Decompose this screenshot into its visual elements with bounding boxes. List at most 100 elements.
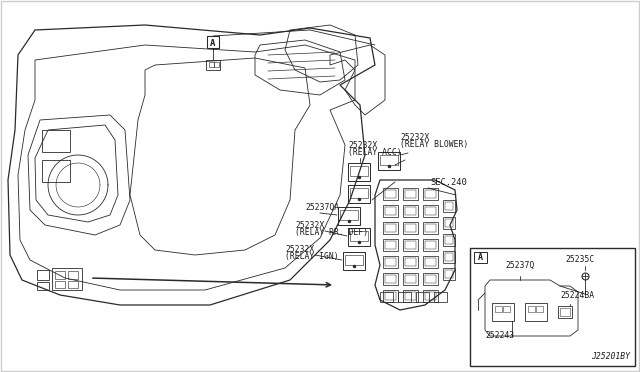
Bar <box>68 281 78 288</box>
Bar <box>340 210 358 220</box>
Bar <box>348 163 370 181</box>
Bar <box>385 224 396 232</box>
Bar <box>425 275 436 283</box>
Bar <box>423 222 438 234</box>
Bar <box>37 282 49 290</box>
Bar <box>350 231 368 241</box>
Bar <box>383 188 398 200</box>
Bar <box>423 273 438 285</box>
Bar <box>445 219 453 227</box>
Text: (RELAY ACC): (RELAY ACC) <box>348 148 402 157</box>
Bar <box>416 292 429 302</box>
Bar <box>385 207 396 215</box>
Text: 252243: 252243 <box>485 331 515 340</box>
Bar <box>423 239 438 251</box>
Bar <box>343 252 365 270</box>
Bar <box>380 292 393 302</box>
Text: (RELAY BLOWER): (RELAY BLOWER) <box>400 140 468 149</box>
Bar <box>423 188 438 200</box>
Bar <box>443 268 455 280</box>
Text: 25232X: 25232X <box>295 221 324 230</box>
Bar <box>214 62 219 67</box>
Bar <box>470 248 635 366</box>
Bar <box>380 155 398 165</box>
Bar <box>403 188 418 200</box>
Bar <box>443 234 455 246</box>
Bar <box>405 258 416 266</box>
Text: (RELAY IGN): (RELAY IGN) <box>285 252 339 261</box>
Bar <box>405 207 416 215</box>
Text: 25232X: 25232X <box>400 133 429 142</box>
Bar <box>385 241 396 249</box>
Bar <box>434 292 447 302</box>
Bar <box>474 252 487 263</box>
Bar <box>425 292 436 300</box>
Bar <box>383 205 398 217</box>
Bar <box>503 306 510 312</box>
Bar <box>403 205 418 217</box>
Bar <box>55 271 65 279</box>
Bar <box>37 270 49 280</box>
Bar <box>425 224 436 232</box>
Bar <box>350 166 368 176</box>
Text: J25201BY: J25201BY <box>591 352 630 361</box>
Bar <box>207 36 219 48</box>
Bar <box>378 152 400 170</box>
Bar <box>209 62 214 67</box>
Text: 25224BA: 25224BA <box>560 291 594 300</box>
Text: A: A <box>211 38 216 48</box>
Bar <box>445 202 453 210</box>
Bar <box>525 303 547 321</box>
Bar <box>445 236 453 244</box>
Bar <box>403 222 418 234</box>
Bar <box>403 273 418 285</box>
Bar <box>560 308 570 316</box>
Bar <box>403 290 418 302</box>
Bar <box>405 275 416 283</box>
Text: 25237QA: 25237QA <box>305 203 339 212</box>
Bar <box>68 271 78 279</box>
Bar <box>425 207 436 215</box>
Bar <box>345 255 363 265</box>
Text: (RELAY RR. DEF): (RELAY RR. DEF) <box>295 228 368 237</box>
Bar <box>445 270 453 278</box>
Bar <box>443 251 455 263</box>
Bar <box>385 275 396 283</box>
Text: A: A <box>477 253 483 263</box>
Bar <box>423 256 438 268</box>
Bar <box>42 130 70 152</box>
Text: 25232X: 25232X <box>285 245 314 254</box>
Bar <box>398 292 411 302</box>
Text: SEC.240: SEC.240 <box>430 178 467 187</box>
Bar <box>383 256 398 268</box>
Bar <box>405 292 416 300</box>
Bar <box>492 303 514 321</box>
Bar <box>206 60 220 70</box>
Bar <box>383 290 398 302</box>
Bar <box>425 241 436 249</box>
Bar <box>403 256 418 268</box>
Bar <box>528 306 535 312</box>
Bar <box>536 306 543 312</box>
Bar <box>558 306 572 318</box>
Bar <box>443 217 455 229</box>
Bar <box>423 290 438 302</box>
Bar <box>350 188 368 198</box>
Text: 25232X: 25232X <box>348 141 377 150</box>
Bar <box>385 190 396 198</box>
Bar <box>383 239 398 251</box>
Bar <box>52 268 82 290</box>
Bar <box>443 200 455 212</box>
Bar <box>403 239 418 251</box>
Bar <box>495 306 502 312</box>
Bar <box>385 258 396 266</box>
Text: 25235C: 25235C <box>565 255 595 264</box>
Bar <box>348 228 370 246</box>
Bar <box>405 190 416 198</box>
Bar <box>338 207 360 225</box>
Bar <box>425 190 436 198</box>
Bar <box>383 273 398 285</box>
Bar <box>445 253 453 261</box>
Bar <box>425 258 436 266</box>
Bar <box>405 241 416 249</box>
